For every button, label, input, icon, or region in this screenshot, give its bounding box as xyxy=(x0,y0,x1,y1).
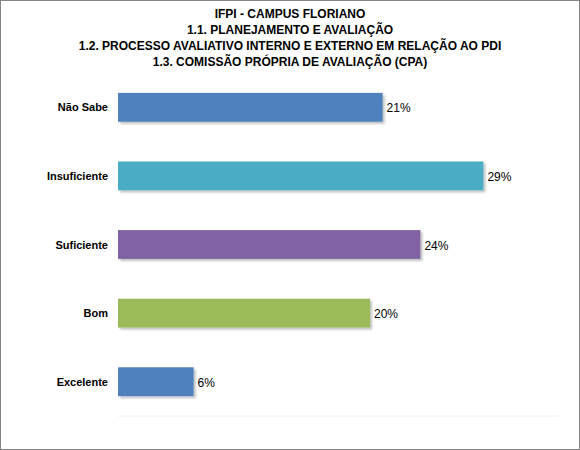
bars xyxy=(118,93,483,396)
subtitle: 1.3. COMISSÃO PRÓPRIA DE AVALIAÇÃO (CPA) xyxy=(153,54,427,69)
category-label: Suficiente xyxy=(55,239,108,251)
category-label: Bom xyxy=(84,307,109,319)
bar xyxy=(118,367,194,396)
chart-container: IFPI - CAMPUS FLORIANO1.1. PLANEJAMENTO … xyxy=(0,0,580,450)
category-label: Insuficiente xyxy=(47,170,108,182)
data-label: 21% xyxy=(387,101,411,115)
bar xyxy=(118,299,370,328)
bar xyxy=(118,93,383,122)
data-label: 24% xyxy=(424,239,448,253)
x-axis-line xyxy=(118,416,559,417)
subtitle: 1.2. PROCESSO AVALIATIVO INTERNO E EXTER… xyxy=(79,38,502,53)
title: IFPI - CAMPUS FLORIANO xyxy=(215,7,366,21)
category-label: Excelente xyxy=(57,376,108,388)
subtitle: 1.1. PLANEJAMENTO E AVALIAÇÃO xyxy=(187,22,393,37)
data-label: 29% xyxy=(487,170,511,184)
bar xyxy=(118,230,420,259)
data-label: 20% xyxy=(374,307,398,321)
labels: Não Sabe 21% Insuficiente 29% Suficiente 24% B… xyxy=(47,101,512,389)
bar xyxy=(118,161,483,190)
data-label: 6% xyxy=(198,376,216,390)
category-label: Não Sabe xyxy=(58,101,108,113)
chart-border xyxy=(1,1,580,450)
chart-svg: IFPI - CAMPUS FLORIANO1.1. PLANEJAMENTO … xyxy=(0,0,580,450)
